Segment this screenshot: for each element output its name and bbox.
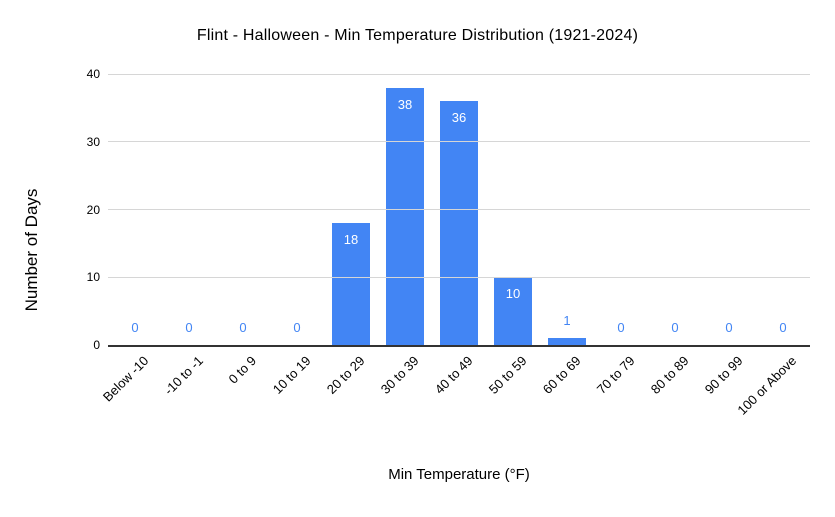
bar-column: 0 <box>594 74 648 345</box>
x-tick-label: 70 to 79 <box>593 353 638 397</box>
x-tick-label: 30 to 39 <box>377 353 422 397</box>
bar-value-label: 0 <box>725 320 733 335</box>
bar-column: 0 <box>702 74 756 345</box>
y-tick-label: 30 <box>86 134 100 149</box>
bar-column: 0 <box>270 74 324 345</box>
bar[interactable] <box>440 101 478 345</box>
x-tick-label: Below -10 <box>100 353 152 405</box>
y-tick-label: 20 <box>86 202 100 217</box>
bar-value-label: 0 <box>131 320 139 335</box>
bar-column: 0 <box>108 74 162 345</box>
x-tick-label: 80 to 89 <box>647 353 692 397</box>
bar-value-label: 18 <box>343 232 359 248</box>
gridline <box>108 73 810 75</box>
chart-title: Flint - Halloween - Min Temperature Dist… <box>196 27 639 44</box>
bar-value-label: 1 <box>563 313 571 329</box>
bar[interactable] <box>548 338 586 345</box>
bar-value-label: 0 <box>293 320 301 335</box>
y-tick-label: 0 <box>93 338 100 352</box>
bar-column: 0 <box>648 74 702 345</box>
bar[interactable] <box>386 87 424 345</box>
bar-column: 0 <box>216 74 270 345</box>
x-tick-label: 20 to 29 <box>323 353 368 397</box>
x-tick-label: 90 to 99 <box>701 353 746 397</box>
bar-column: 0 <box>162 74 216 345</box>
bar-column: 18 <box>324 74 378 345</box>
bar-column: 1 <box>540 74 594 345</box>
gridline <box>108 141 810 143</box>
bar-column: 38 <box>378 74 432 345</box>
bar-column: 10 <box>486 74 540 345</box>
bar-value-label: 0 <box>617 320 625 335</box>
bar-value-label: 0 <box>185 320 193 335</box>
bar-column: 0 <box>756 74 810 345</box>
x-tick-label: 0 to 9 <box>225 353 260 387</box>
y-tick-label: 10 <box>86 270 100 285</box>
bar[interactable] <box>494 277 532 345</box>
gridline <box>108 276 810 278</box>
bar-value-label: 10 <box>505 286 521 302</box>
gridline <box>108 209 810 210</box>
plot-area: 0 0 0 0 18 38 36 10 1 0 0 0 0 <box>108 73 810 347</box>
x-tick-label: 60 to 69 <box>539 353 584 397</box>
x-tick-label: 10 to 19 <box>269 353 314 397</box>
bar-value-label: 0 <box>779 320 787 335</box>
bar[interactable] <box>332 223 370 345</box>
x-axis-title: Min Temperature (°F) <box>388 466 530 483</box>
x-tick-label: 40 to 49 <box>431 353 476 397</box>
y-tick-label: 40 <box>86 67 100 81</box>
bar-value-label: 38 <box>397 96 413 112</box>
bar-value-label: 0 <box>671 320 679 335</box>
x-tick-label: 50 to 59 <box>485 353 530 397</box>
bar-value-label: 0 <box>239 320 247 335</box>
x-tick-label: -10 to -1 <box>160 353 206 398</box>
bar-value-label: 36 <box>451 110 467 126</box>
